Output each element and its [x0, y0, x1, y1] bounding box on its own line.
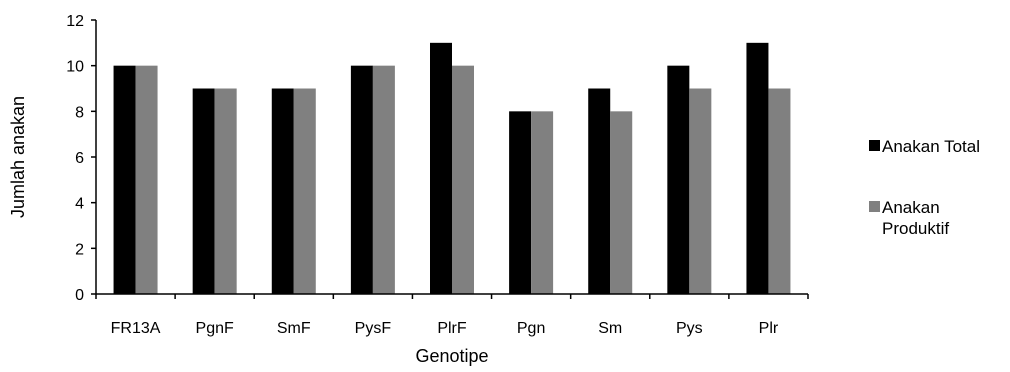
bar-FR13A-total — [113, 65, 136, 295]
x-tick-label: PysF — [355, 320, 392, 337]
legend-swatch-total — [869, 140, 880, 151]
x-tick-label: FR13A — [111, 320, 161, 337]
bar-PlrF-produktif — [452, 65, 474, 295]
x-axis-title: Genotipe — [415, 346, 488, 366]
bar-PysF-total — [350, 65, 373, 295]
x-tick-label: Sm — [598, 320, 622, 337]
x-tick-label: SmF — [277, 320, 311, 337]
y-tick-label: 12 — [66, 13, 84, 30]
bar-Sm-produktif — [610, 111, 633, 294]
bar-Sm-total — [588, 88, 611, 294]
bar-Pgn-produktif — [531, 111, 554, 294]
bar-Plr-produktif — [768, 88, 791, 294]
y-tick-label: 4 — [75, 196, 84, 213]
y-tick-label: 10 — [66, 59, 84, 76]
x-tick-label: PlrF — [437, 320, 467, 337]
bar-FR13A-produktif — [135, 65, 158, 295]
legend-swatch-produktif — [869, 201, 880, 212]
bar-Pys-total — [667, 65, 690, 295]
bar-PysF-produktif — [372, 65, 395, 295]
legend: Anakan Total Anakan Produktif — [869, 137, 980, 238]
bar-SmF-total — [271, 88, 294, 294]
legend-label-produktif: Anakan — [882, 198, 940, 217]
bars-group — [113, 42, 791, 295]
bar-PgnF-produktif — [214, 88, 237, 294]
bar-SmF-produktif — [293, 88, 316, 294]
bar-Plr-total — [746, 42, 769, 295]
x-tick-label: Plr — [759, 320, 779, 337]
y-tick-label: 0 — [75, 287, 84, 304]
bar-Pys-produktif — [689, 88, 712, 294]
y-tick-label: 2 — [75, 241, 84, 258]
legend-label-total: Anakan Total — [882, 137, 980, 156]
x-tick-label: Pys — [676, 320, 703, 337]
x-tick-label: PgnF — [196, 320, 234, 337]
y-axis-title: Jumlah anakan — [8, 96, 28, 218]
ticks-group: 0 2 4 6 8 10 12 FR13A PgnF SmF PysF PlrF Pgn Sm Pys Plr — [66, 13, 809, 337]
y-tick-label: 6 — [75, 150, 84, 167]
bar-PgnF-total — [192, 88, 215, 294]
bar-Pgn-total — [509, 111, 532, 294]
bar-PlrF-total — [430, 42, 452, 295]
legend-label-produktif: Produktif — [882, 219, 949, 238]
y-tick-label: 8 — [75, 104, 84, 121]
x-tick-label: Pgn — [517, 320, 545, 337]
